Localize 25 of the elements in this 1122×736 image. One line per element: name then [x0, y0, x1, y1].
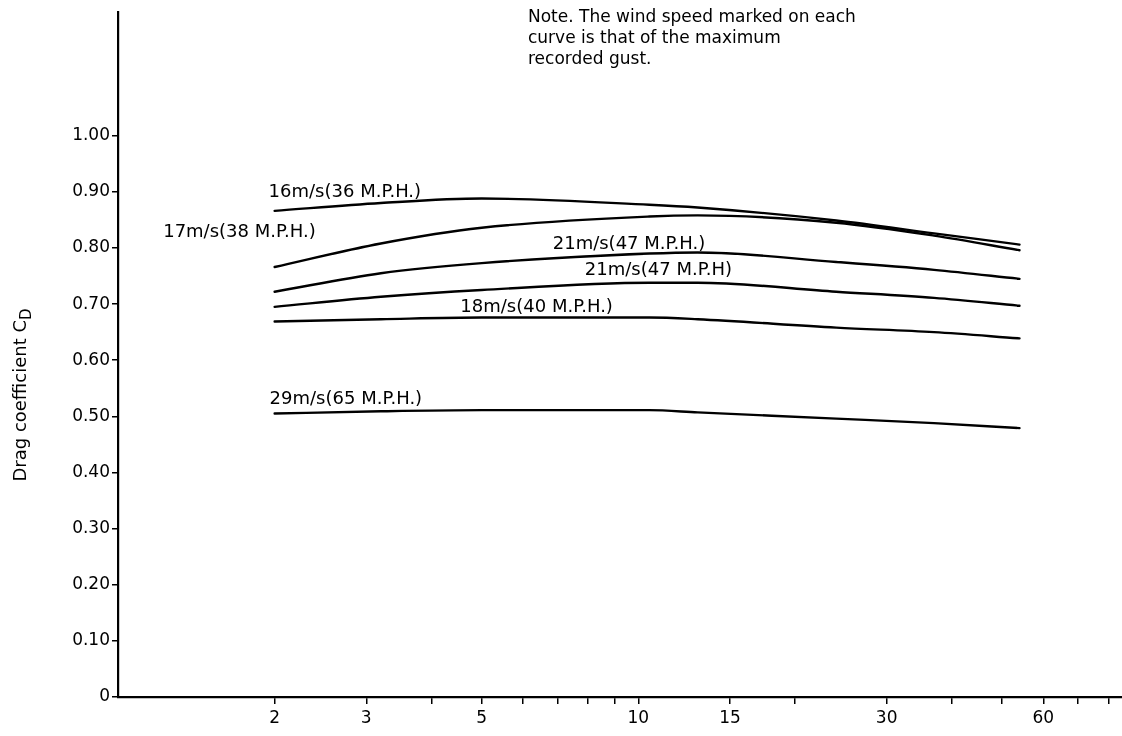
series-label: 16m/s(36 M.P.H.): [268, 179, 422, 201]
x-tick-label: 3: [360, 706, 372, 727]
y-tick-label: 0.10: [72, 629, 110, 650]
series-label: 21m/s(47 M.P.H): [584, 257, 732, 279]
y-tick-label: 0: [99, 685, 110, 706]
series-label: 18m/s(40 M.P.H.): [460, 294, 613, 316]
y-tick-label: 0.70: [72, 292, 110, 313]
y-tick-label: 1.00: [72, 124, 110, 145]
x-tick-label: 5: [476, 706, 488, 727]
y-tick-label: 0.50: [72, 404, 110, 425]
y-tick-label: 0.40: [72, 460, 110, 481]
x-tick-label: 30: [875, 706, 898, 727]
y-tick-label: 0.60: [72, 348, 110, 369]
y-tick-label: 0.20: [72, 573, 110, 594]
series-label: 29m/s(65 M.P.H.): [269, 386, 423, 408]
x-tick-label: 60: [1032, 706, 1055, 727]
y-tick-label: 0.80: [72, 236, 110, 257]
series-label: 17m/s(38 M.P.H.): [163, 220, 316, 242]
x-tick-label: 15: [719, 706, 741, 727]
x-tick-label: 10: [627, 706, 650, 727]
annotation: Note. The wind speed marked on each curve is that of the maximum recorded gust.: [528, 6, 857, 69]
y-tick-label: 0.90: [72, 180, 110, 201]
series-label: 21m/s(47 M.P.H.): [552, 232, 706, 254]
x-tick-label: 2: [269, 706, 281, 727]
y-tick-label: 0.30: [72, 517, 110, 538]
